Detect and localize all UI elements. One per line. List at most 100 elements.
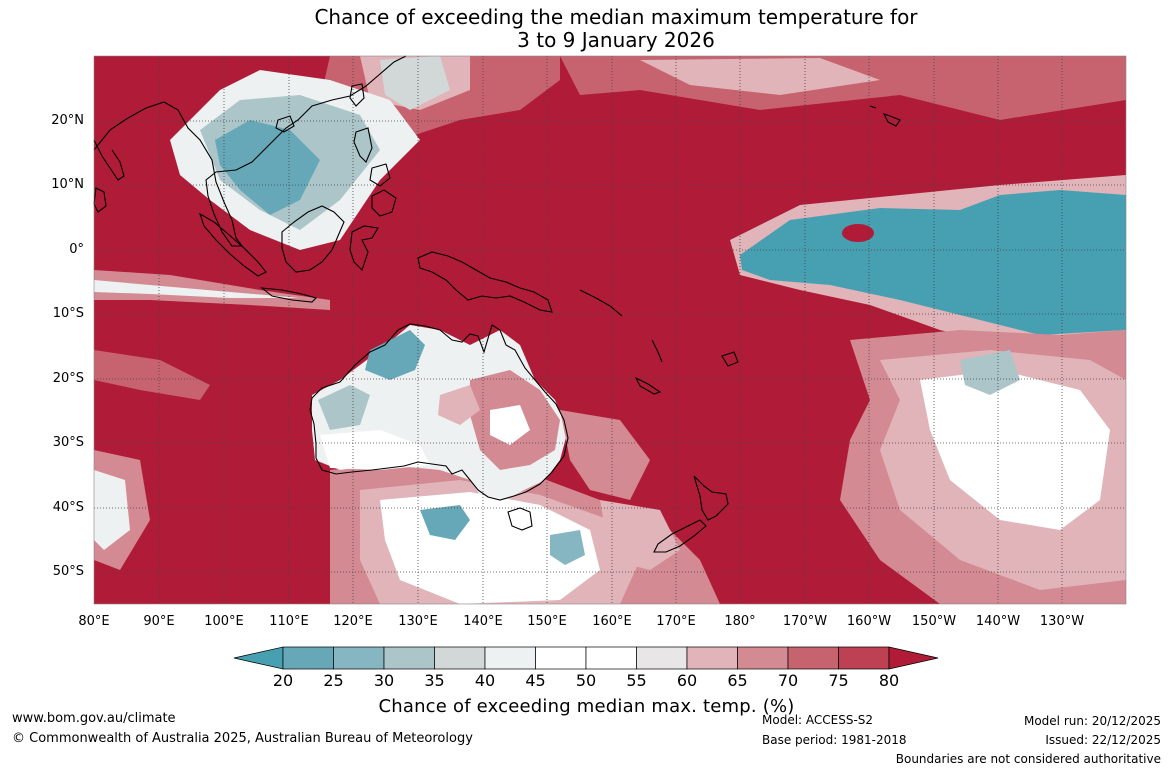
lon-label-110e: 110°E [269,614,309,629]
coastline-visayas [369,163,391,187]
region-south-pacific-gray [960,350,1020,395]
lon-label-160w: 160°W [846,614,892,629]
region-australia-southwest-white [320,430,430,470]
coastline-java [260,287,318,303]
colorbar-bin [434,646,486,670]
coastline-taiwan [349,83,365,107]
coastline-sumatra [199,212,267,277]
colorbar-tick-label: 55 [626,671,647,690]
colorbar-bin [282,646,334,670]
region-southern-ocean-blue [420,505,470,540]
map-title-line1: Chance of exceeding the median maximum t… [314,5,918,29]
region-seasia-blue [215,120,320,215]
lon-label-100e: 100°E [204,614,244,629]
footer-model-run: Model run: 20/12/2025 [1023,714,1161,728]
region-australia-north-blue [365,330,425,380]
region-equatorial-pacific-blue [740,190,1126,335]
lat-label-40s: 40°S [52,500,84,515]
colorbar-tick-label: 20 [272,671,294,690]
region-west-indian-pink [94,350,210,400]
coastline-tasmania [507,507,533,531]
coastline-mainland-seasia [93,55,407,247]
region-equatorial-pacific-hole [842,224,874,242]
lat-label-10n: 10°N [51,177,84,192]
region-southern-ocean-blue2 [550,530,585,565]
colorbar-tick-label: 65 [727,671,748,690]
colorbar-bin [636,646,688,670]
colorbar-arrow-high [888,646,939,670]
lon-label-80e: 80°E [78,614,110,629]
lon-label-130w: 130°W [1039,614,1085,629]
colorbar-tick-label: 40 [474,671,496,690]
footer-issued: Issued: 22/12/2025 [1045,733,1161,747]
colorbar-bin [737,646,789,670]
colorbar-title: Chance of exceeding median max. temp. (%… [378,696,795,717]
region-south-pacific-white [920,370,1110,530]
colorbar-bin [535,646,587,670]
coastline-mindanao [371,189,397,217]
map-title-line2: 3 to 9 January 2026 [517,28,715,52]
lat-label-50s: 50°S [52,564,84,579]
region-australia-east-pink-light [438,385,480,425]
region-northeast-pacific-light [640,58,880,95]
colorbar-arrow-low [233,646,284,670]
region-australia-central-white [490,405,530,445]
region-sumatra-band-light [94,280,300,298]
colorbar-tick-label: 75 [828,671,849,690]
coastline-vanuatu [651,339,663,363]
coastline-new-zealand-south [653,519,707,553]
region-tasman-pink [560,410,650,500]
colorbar-tick-label: 45 [525,671,546,690]
footer-website: www.bom.gov.au/climate [12,711,176,726]
colorbar-bin [585,646,637,670]
region-luzon-light [380,56,450,110]
colorbar-bin [333,646,385,670]
footer-copyright: © Commonwealth of Australia 2025, Austra… [12,731,473,746]
coastline-sulawesi [349,225,379,272]
colorbar-bin [838,646,890,670]
coastline-australia [309,323,569,501]
lat-label-10s: 10°S [52,306,84,321]
footer-model: Model: ACCESS-S2 [762,713,874,727]
lon-label-130e: 130°E [398,614,438,629]
coastlines [93,55,901,553]
colorbar [233,646,939,670]
coastline-india [93,139,125,181]
lon-label-150w: 150°W [911,614,957,629]
coastline-hainan [275,115,295,133]
lat-label-30s: 30°S [52,435,84,450]
map-frame [93,55,1127,605]
coastline-solomon-islands [579,289,623,317]
colorbar-tick-label: 50 [575,671,597,690]
colorbar-tick-label: 25 [323,671,344,690]
coastline-borneo [281,205,345,273]
region-australia-west-gray [318,385,370,430]
footer-disclaimer: Boundaries are not considered authoritat… [895,752,1161,766]
coastline-luzon [353,127,373,163]
lon-label-90e: 90°E [143,614,175,629]
colorbar-tick-label: 35 [424,671,445,690]
lat-label-0: 0° [69,242,84,257]
colorbar-tick-label: 70 [777,671,799,690]
colorbar-tick-label: 60 [676,671,698,690]
colorbar-bin [383,646,435,670]
coastline-new-caledonia [634,376,662,395]
colorbar-tick-label: 80 [878,671,900,690]
lon-label-140w: 140°W [975,614,1021,629]
colorbar-bin [787,646,839,670]
lon-label-140e: 140°E [463,614,503,629]
lon-label-170w: 170°W [782,614,828,629]
colorbar-tick-label: 30 [373,671,395,690]
map-graticule [94,56,1126,604]
lon-label-170e: 170°E [656,614,696,629]
coastline-hawaii [869,105,901,127]
colorbar-bin [484,646,536,670]
colorbar-bin [686,646,738,670]
lon-label-120e: 120°E [333,614,373,629]
coastline-new-guinea [417,251,553,313]
region-sumatra-band [94,270,330,310]
coastline-fiji [721,351,739,367]
lat-label-20s: 20°S [52,371,84,386]
lat-label-20n: 20°N [51,113,84,128]
